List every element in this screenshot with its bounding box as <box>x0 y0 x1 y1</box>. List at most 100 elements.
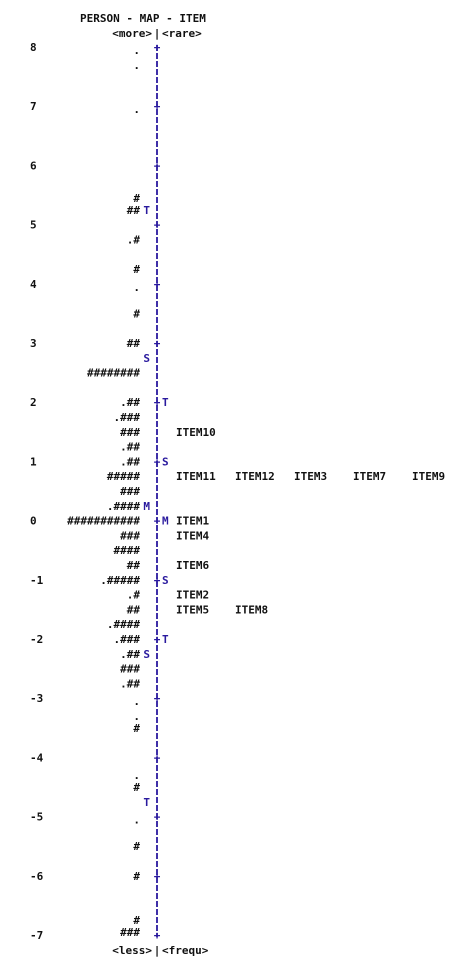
person-count: .### <box>114 411 141 424</box>
tick-label: 4 <box>30 278 37 291</box>
person-count: . <box>133 59 140 72</box>
item-label: ITEM8 <box>235 603 268 616</box>
person-count: ### <box>120 926 140 939</box>
footer-left-label: <less> <box>112 944 152 957</box>
person-count: ## <box>127 204 141 217</box>
person-markers: T S M S T <box>143 204 150 809</box>
tick-label: 0 <box>30 515 37 528</box>
item-label: ITEM5 <box>176 603 209 616</box>
person-count: ## <box>127 603 141 616</box>
person-count: ### <box>120 663 140 676</box>
axis-tick-mark: + <box>154 751 161 764</box>
axis-tick-mark: + <box>154 455 161 468</box>
person-count: # <box>133 307 140 320</box>
person-count: .# <box>127 233 141 246</box>
item-label: ITEM12 <box>235 470 275 483</box>
tick-label: 5 <box>30 219 37 232</box>
person-count: . <box>133 695 140 708</box>
person-marker: T <box>143 796 150 809</box>
axis-tick-mark: + <box>154 811 161 824</box>
person-count: .### <box>114 633 141 646</box>
person-count: #### <box>114 544 141 557</box>
person-marker: S <box>143 352 150 365</box>
person-distribution: ...###.##.###########.##.######.##.#####… <box>67 44 140 939</box>
person-count: ######## <box>87 367 140 380</box>
central-axis: + + + + + + + + + + + <box>154 41 161 942</box>
axis-tick-mark: + <box>154 219 161 232</box>
tick-label: -1 <box>30 574 44 587</box>
person-count: . <box>133 769 140 782</box>
person-count: .## <box>120 677 140 690</box>
person-count: . <box>133 710 140 723</box>
header-left-label: <more> <box>112 27 152 40</box>
axis-tick-mark: + <box>154 574 161 587</box>
tick-label: 6 <box>30 159 37 172</box>
tick-label: -7 <box>30 929 43 942</box>
item-label: ITEM11 <box>176 470 216 483</box>
item-label: ITEM10 <box>176 426 216 439</box>
person-count: .## <box>120 648 140 661</box>
person-count: .#### <box>107 618 140 631</box>
item-marker: S <box>162 574 169 587</box>
header-separator: | <box>154 27 161 40</box>
person-count: ## <box>127 337 141 350</box>
person-count: ### <box>120 529 140 542</box>
item-marker: S <box>162 455 169 468</box>
tick-label: -2 <box>30 633 43 646</box>
person-count: . <box>133 814 140 827</box>
person-count: # <box>133 192 140 205</box>
footer-separator: | <box>154 944 161 957</box>
axis-tick-mark: + <box>154 337 161 350</box>
axis-tick-mark: + <box>154 515 161 528</box>
axis-tick-mark: + <box>154 633 161 646</box>
item-markers: + T+ S+ M+ S+ T <box>154 396 169 646</box>
person-count: . <box>133 44 140 57</box>
tick-label: 1 <box>30 455 37 468</box>
tick-labels: 8 7 6 5 4 3 2 1 0 -1 -2 -3 -4 -5 -6 -7 <box>30 41 44 942</box>
axis-tick-mark: + <box>154 870 161 883</box>
person-count: # <box>133 914 140 927</box>
person-count: ### <box>120 485 140 498</box>
person-count: .## <box>120 396 140 409</box>
person-count: . <box>133 103 140 116</box>
person-count: # <box>133 722 140 735</box>
item-marker: T <box>162 396 169 409</box>
item-marker: M <box>162 515 169 528</box>
person-count: # <box>133 870 140 883</box>
item-label: ITEM9 <box>412 470 445 483</box>
person-count: .## <box>120 455 140 468</box>
axis-tick-mark: + <box>154 692 161 705</box>
person-count: # <box>133 263 140 276</box>
tick-label: -5 <box>30 811 43 824</box>
person-count: . <box>133 281 140 294</box>
axis-tick-mark: + <box>154 278 161 291</box>
person-count: .## <box>120 441 140 454</box>
person-marker: S <box>143 648 150 661</box>
tick-label: -4 <box>30 751 44 764</box>
item-label: ITEM4 <box>176 529 209 542</box>
axis-tick-mark: + <box>154 396 161 409</box>
footer-right-label: <frequ> <box>162 944 209 957</box>
person-count: # <box>133 840 140 853</box>
item-label: ITEM2 <box>176 589 209 602</box>
axis-tick-mark: + <box>154 159 161 172</box>
person-count: ### <box>120 426 140 439</box>
item-label: ITEM1 <box>176 515 209 528</box>
axis-tick-mark: + <box>154 41 161 54</box>
person-count: .#### <box>107 500 140 513</box>
item-label: ITEM7 <box>353 470 386 483</box>
tick-label: -3 <box>30 692 43 705</box>
person-marker: T <box>143 204 150 217</box>
tick-label: 3 <box>30 337 37 350</box>
header-right-label: <rare> <box>162 27 202 40</box>
person-count: # <box>133 781 140 794</box>
person-count: ########### <box>67 515 140 528</box>
item-label: ITEM6 <box>176 559 209 572</box>
axis-tick-mark: + <box>154 100 161 113</box>
tick-label: 2 <box>30 396 37 409</box>
tick-label: 7 <box>30 100 37 113</box>
person-count: ##### <box>107 470 140 483</box>
axis-tick-mark: + <box>154 929 161 942</box>
